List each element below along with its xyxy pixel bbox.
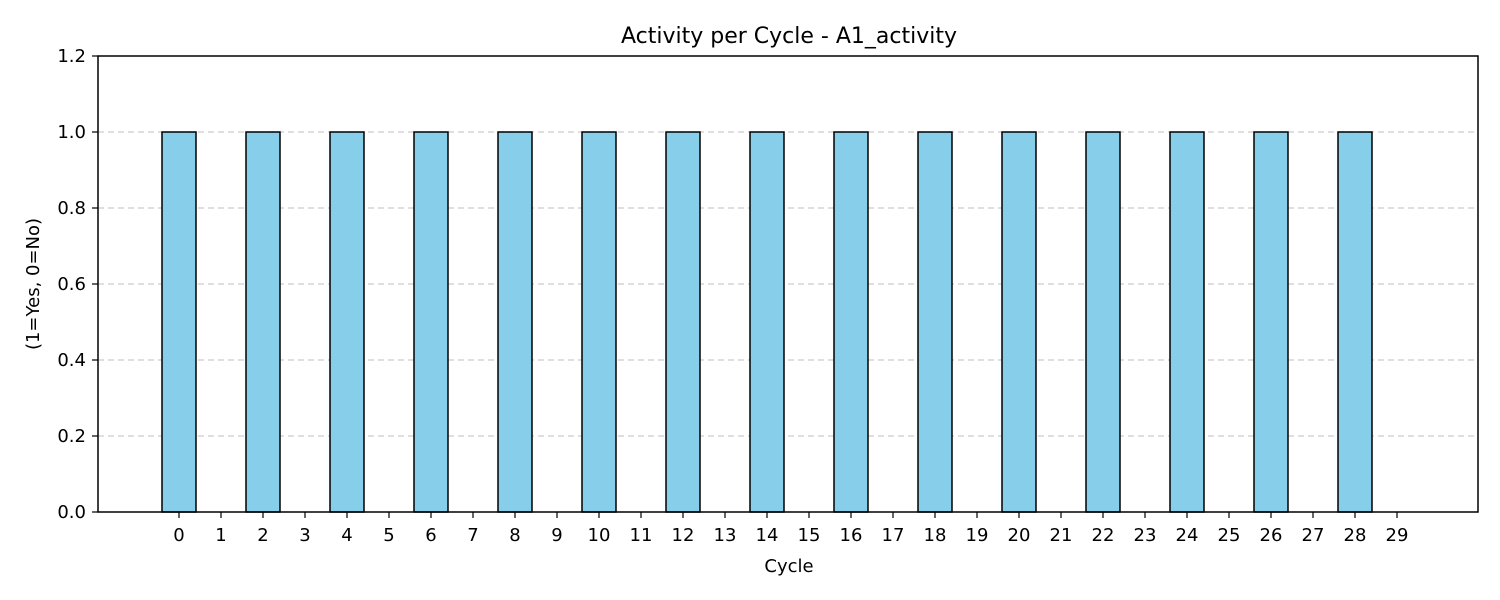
bar	[1001, 131, 1037, 513]
x-tick-label: 15	[798, 525, 821, 546]
x-tick-label: 22	[1092, 525, 1115, 546]
y-tick-label: 0.0	[57, 502, 86, 523]
y-tick-label: 0.4	[57, 350, 86, 371]
x-tick-label: 13	[714, 525, 737, 546]
y-ticks: 0.0 0.2 0.4 0.6 0.8 1.0 1.2	[57, 46, 98, 523]
y-axis-label: (1=Yes, 0=No)	[23, 218, 44, 350]
bar	[1169, 131, 1205, 513]
bar	[833, 131, 869, 513]
x-tick-label: 26	[1260, 525, 1283, 546]
x-tick-label: 4	[341, 525, 352, 546]
x-tick-label: 24	[1176, 525, 1199, 546]
bar	[413, 131, 449, 513]
bar	[665, 131, 701, 513]
bar	[1085, 131, 1121, 513]
chart-title: Activity per Cycle - A1_activity	[621, 24, 957, 49]
x-tick-label: 17	[882, 525, 905, 546]
x-tick-label: 19	[966, 525, 989, 546]
bar	[1337, 131, 1373, 513]
x-tick-label: 23	[1134, 525, 1157, 546]
x-tick-label: 12	[672, 525, 695, 546]
bar	[1253, 131, 1289, 513]
x-tick-label: 14	[756, 525, 779, 546]
x-tick-label: 28	[1344, 525, 1367, 546]
bar	[497, 131, 533, 513]
x-tick-label: 1	[215, 525, 226, 546]
bar	[581, 131, 617, 513]
bar	[245, 131, 281, 513]
x-tick-label: 5	[383, 525, 394, 546]
x-tick-label: 3	[299, 525, 310, 546]
bar	[161, 131, 197, 513]
x-tick-label: 10	[588, 525, 611, 546]
x-tick-label: 11	[630, 525, 653, 546]
x-tick-label: 21	[1050, 525, 1073, 546]
x-tick-label: 0	[173, 525, 184, 546]
bar	[749, 131, 785, 513]
x-tick-label: 2	[257, 525, 268, 546]
x-tick-label: 20	[1008, 525, 1031, 546]
bar	[329, 131, 365, 513]
y-tick-label: 1.2	[57, 46, 86, 67]
x-tick-label: 6	[425, 525, 436, 546]
bar	[917, 131, 953, 513]
x-tick-label: 18	[924, 525, 947, 546]
x-tick-label: 25	[1218, 525, 1241, 546]
x-tick-label: 7	[467, 525, 478, 546]
x-ticks: 0 1 2 3 4 5 6 7 8 9 10 11 12 13 14 15 16 17 18 19 20 21 22 23 24…	[173, 512, 1408, 546]
bars	[161, 131, 1373, 513]
x-tick-label: 8	[509, 525, 520, 546]
x-tick-label: 16	[840, 525, 863, 546]
grid-lines	[98, 131, 1478, 437]
y-tick-label: 0.8	[57, 198, 86, 219]
y-tick-label: 0.2	[57, 426, 86, 447]
x-tick-label: 29	[1386, 525, 1409, 546]
x-axis-label: Cycle	[764, 556, 813, 577]
y-tick-label: 1.0	[57, 122, 86, 143]
y-tick-label: 0.6	[57, 274, 86, 295]
x-tick-label: 9	[551, 525, 562, 546]
x-tick-label: 27	[1302, 525, 1325, 546]
